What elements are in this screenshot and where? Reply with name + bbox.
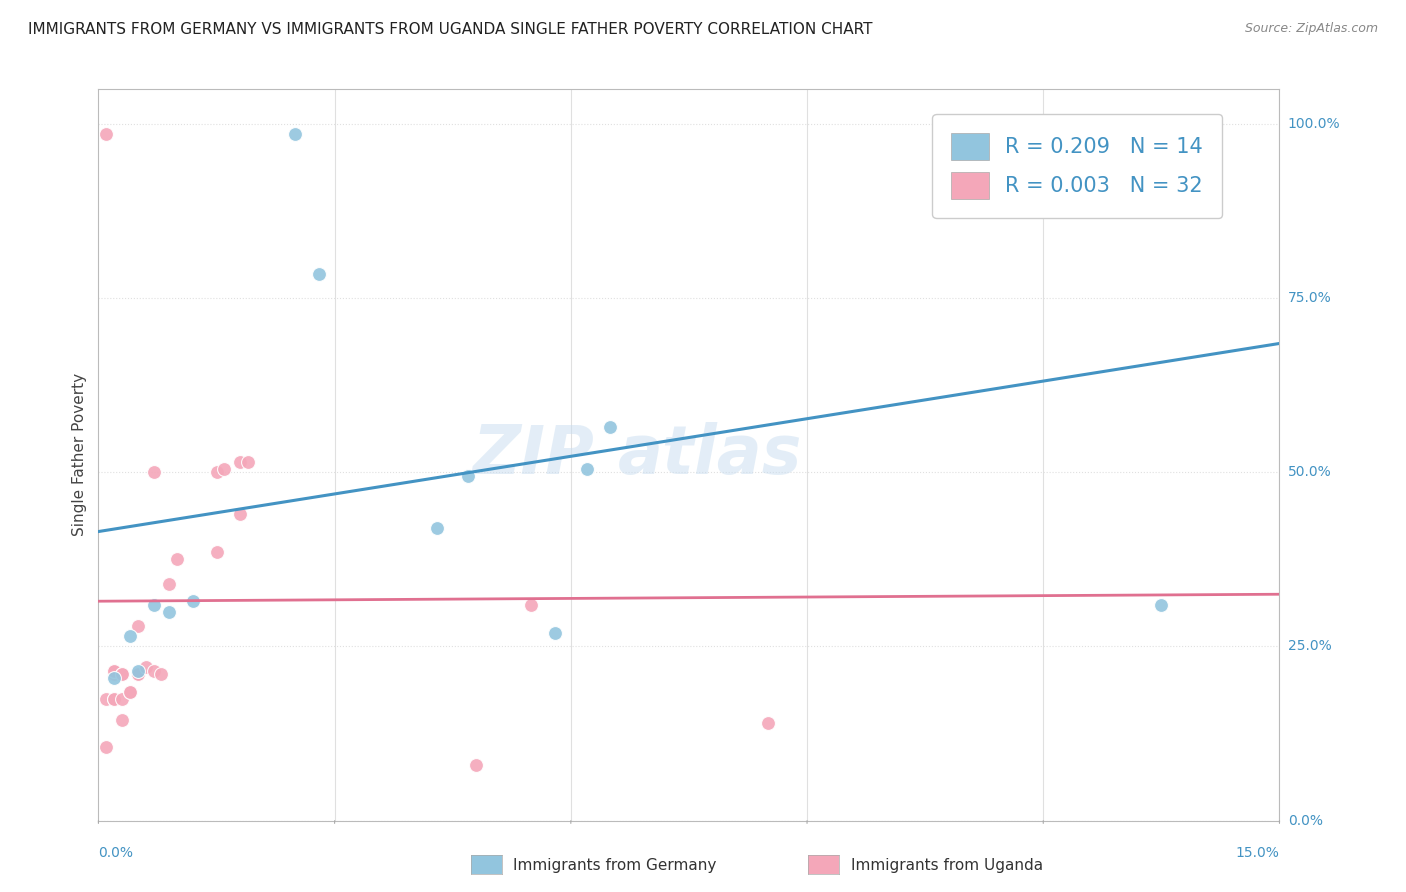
- Point: [575, 462, 598, 476]
- Point: [127, 664, 149, 678]
- Point: [111, 667, 134, 681]
- Point: [166, 552, 188, 566]
- Text: Source: ZipAtlas.com: Source: ZipAtlas.com: [1244, 22, 1378, 36]
- Point: [426, 521, 449, 535]
- Text: ZIP: ZIP: [472, 422, 595, 488]
- Point: [465, 758, 488, 772]
- Point: [308, 267, 330, 281]
- Point: [111, 691, 134, 706]
- Point: [205, 545, 228, 559]
- Point: [103, 671, 125, 685]
- Point: [157, 605, 180, 619]
- Point: [142, 466, 165, 480]
- Point: [96, 128, 118, 142]
- Point: [236, 455, 259, 469]
- Y-axis label: Single Father Poverty: Single Father Poverty: [72, 374, 87, 536]
- Point: [118, 685, 141, 699]
- Point: [205, 466, 228, 480]
- Point: [103, 667, 125, 681]
- Text: Immigrants from Germany: Immigrants from Germany: [513, 858, 717, 872]
- Point: [96, 740, 118, 755]
- Point: [96, 691, 118, 706]
- Text: 50.0%: 50.0%: [1288, 466, 1331, 479]
- Point: [520, 598, 543, 612]
- Point: [142, 598, 165, 612]
- Legend: R = 0.209   N = 14, R = 0.003   N = 32: R = 0.209 N = 14, R = 0.003 N = 32: [932, 114, 1222, 218]
- Text: 100.0%: 100.0%: [1288, 117, 1340, 131]
- Text: atlas: atlas: [619, 422, 803, 488]
- Text: Immigrants from Uganda: Immigrants from Uganda: [851, 858, 1043, 872]
- Point: [1150, 598, 1173, 612]
- Point: [127, 667, 149, 681]
- Point: [127, 618, 149, 632]
- Point: [181, 594, 204, 608]
- Point: [150, 667, 173, 681]
- Point: [135, 660, 157, 674]
- Point: [599, 420, 621, 434]
- Point: [111, 713, 134, 727]
- Point: [118, 629, 141, 643]
- Point: [229, 507, 252, 521]
- Point: [214, 462, 236, 476]
- Point: [103, 691, 125, 706]
- Point: [756, 716, 779, 731]
- Text: 0.0%: 0.0%: [98, 846, 134, 860]
- Point: [111, 667, 134, 681]
- Point: [118, 685, 141, 699]
- Point: [157, 576, 180, 591]
- Point: [284, 128, 307, 142]
- Text: 25.0%: 25.0%: [1288, 640, 1331, 654]
- Point: [127, 667, 149, 681]
- Text: 75.0%: 75.0%: [1288, 291, 1331, 305]
- Point: [229, 455, 252, 469]
- Text: IMMIGRANTS FROM GERMANY VS IMMIGRANTS FROM UGANDA SINGLE FATHER POVERTY CORRELAT: IMMIGRANTS FROM GERMANY VS IMMIGRANTS FR…: [28, 22, 873, 37]
- Point: [544, 625, 567, 640]
- Point: [457, 468, 479, 483]
- Text: 0.0%: 0.0%: [1288, 814, 1323, 828]
- Text: 15.0%: 15.0%: [1236, 846, 1279, 860]
- Point: [142, 664, 165, 678]
- Point: [103, 691, 125, 706]
- Point: [103, 664, 125, 678]
- Point: [103, 664, 125, 678]
